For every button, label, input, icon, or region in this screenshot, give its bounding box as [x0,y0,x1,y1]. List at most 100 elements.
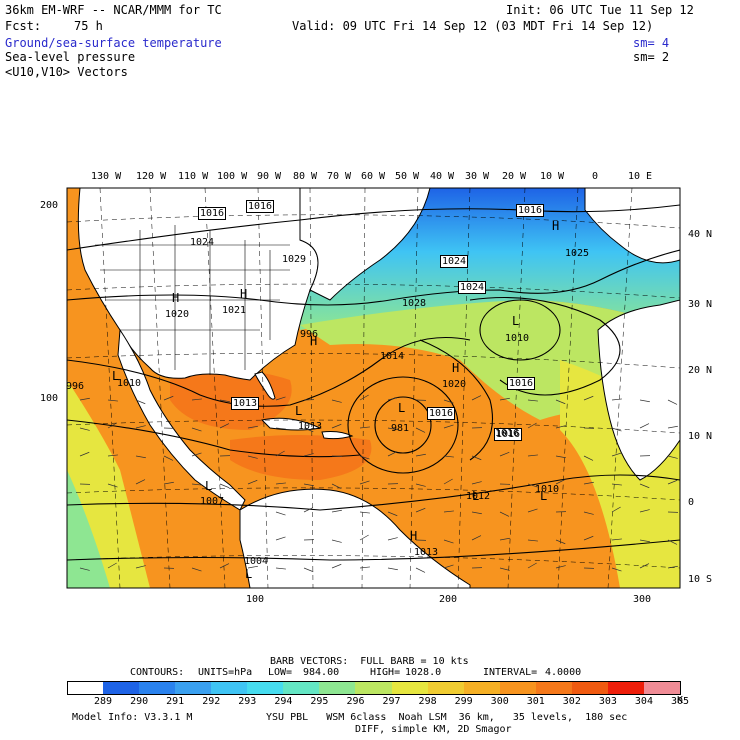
wind-barb [415,567,426,573]
wind-barb [611,427,622,432]
isobar-label: 1016 [495,428,520,439]
lon-label: 90 W [257,171,282,182]
wind-barb [387,427,398,431]
lon-label: 80 W [293,171,318,182]
wind-barb [667,425,678,429]
low-center: L [112,369,119,383]
wind-barb [275,450,285,457]
colorbar-label: 292 [202,696,221,707]
contours-high-label: HIGH= [370,667,401,678]
wind-barb [331,563,342,569]
colorbar-label: 305 [670,696,690,707]
wind-barb [359,394,369,401]
wind-barb [499,567,510,571]
wind-barb [527,539,538,542]
model-title: 36km EM-WRF -- NCAR/MMM for TC [5,3,222,17]
lat-label: 10 S [688,574,713,585]
isobar-label: 1010 [535,484,560,495]
field-1-name: Ground/sea-surface temperature [5,36,222,50]
wind-barb [387,451,398,457]
high-center: H [410,529,417,543]
wind-barb [331,539,342,543]
wind-barb [471,481,482,485]
wind-barb [583,535,594,541]
colorbar-label: 299 [454,696,473,707]
wind-barb [639,423,650,429]
isobar-label: 1016 [198,207,227,220]
lon-label: 0 [592,171,599,182]
colorbar-label: 294 [274,696,293,707]
wind-barb [443,564,454,569]
valid-time: Valid: 09 UTC Fri 14 Sep 12 (03 MDT Fri … [292,19,654,33]
colorbar-segment [103,681,140,695]
model-physics: YSU PBL WSM 6class Noah LSM 36 km, 35 le… [266,712,628,723]
contours-low-value: 984.00 [303,667,340,678]
wind-barb [79,451,90,457]
grid-x-label: 300 [633,594,652,605]
isobar-label: 1028 [402,298,427,309]
wind-barb [191,483,202,486]
high-center: H [240,287,247,301]
wind-barb [611,538,622,541]
isobar-label: 1013 [298,421,323,432]
wind-barb [639,483,650,489]
wind-barb [79,427,90,431]
wind-barb [247,479,258,485]
africa-land [597,299,680,481]
wind-barb [667,455,678,459]
colorbar-segment [391,681,428,695]
low-center: L [245,567,252,581]
wind-barb [611,398,622,401]
wind-barb [135,565,146,569]
wind-barb [471,455,482,461]
wind-barb [667,539,678,545]
colorbar-segment [535,681,572,695]
grid-x-label: 100 [246,594,265,605]
low-center: L [512,314,519,328]
wind-barb [219,483,230,489]
isobars [67,204,680,561]
wind-barb [471,535,482,541]
wind-barb [415,453,426,457]
wind-barb [415,427,426,433]
contours-interval-value: 4.0000 [545,667,582,678]
wind-barb [639,509,650,513]
wind-barb [191,567,202,572]
wind-barb [387,567,398,571]
isobar-label: 1021 [222,305,247,316]
colorbar-segment [211,681,248,695]
lon-label: 40 W [430,171,455,182]
colorbar-label: 291 [166,696,185,707]
wind-barb [443,510,454,513]
wind-barb [471,511,482,515]
barb-vectors-info: BARB VECTORS: FULL BARB = 10 kts [270,656,469,667]
wind-barb [219,399,230,403]
colorbar-label: 302 [562,696,581,707]
colorbar-segment [643,681,681,695]
wind-barb [555,539,566,545]
wind-barb [387,397,398,401]
isobar-label: 1016 [427,407,456,420]
wind-barb [611,567,622,572]
lon-label: 110 W [178,171,209,182]
wind-barb [247,455,258,459]
wind-barb [275,482,286,485]
lon-label: 60 W [361,171,386,182]
lon-label: 70 W [327,171,352,182]
contours-high-value: 1028.0 [405,667,442,678]
wind-barb [275,511,286,516]
isobar-label: 1007 [200,496,225,507]
europe-land [584,188,680,264]
field-2-smoothing: sm= 2 [633,50,670,64]
wind-barb [331,509,342,513]
wind-barb [163,455,174,461]
forecast-label: Fcst: [5,19,42,33]
isobar-label: 996 [66,381,85,392]
wind-barb [667,565,678,569]
low-center: L [295,404,302,418]
florida-land [254,371,276,400]
wind-barb [163,481,174,485]
isobar-label: 1010 [505,333,530,344]
wind-barb [79,397,90,401]
